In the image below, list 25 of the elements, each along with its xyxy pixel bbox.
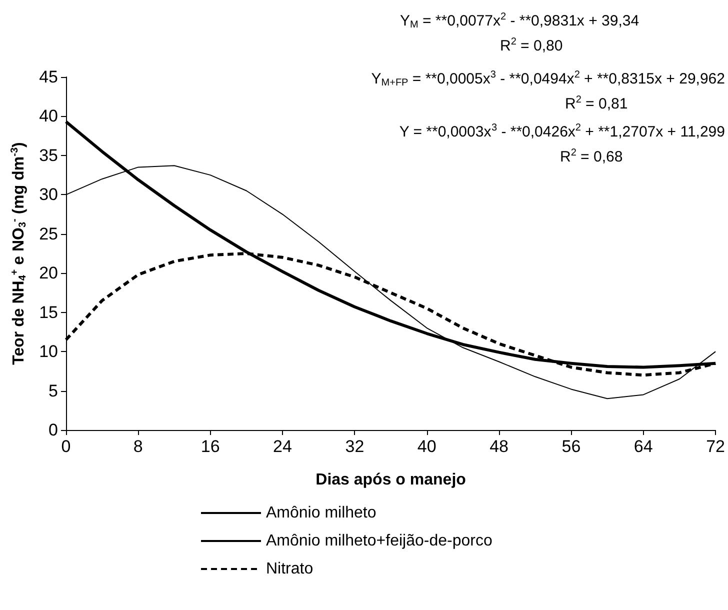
legend-label: Amônio milheto [266, 504, 376, 522]
y-tick-label: 40 [39, 106, 58, 126]
x-tick-label: 0 [61, 437, 71, 456]
text: Teor de NH4+ e NO3- (mg dm-3) [10, 142, 28, 365]
x-tick-label: 72 [706, 437, 726, 456]
y-tick-label: 0 [48, 420, 58, 440]
y-tick-label: 10 [39, 342, 58, 362]
x-tick-label: 24 [273, 437, 292, 456]
x-axis-title: Dias após o manejo [316, 472, 466, 488]
y-tick-label: 30 [39, 185, 58, 204]
y-tick-label: 25 [39, 224, 58, 244]
x-tick-label: 8 [133, 437, 143, 456]
y-tick-label: 35 [39, 146, 58, 165]
x-tick-label: 48 [490, 437, 508, 456]
x-tick-label: 40 [417, 437, 436, 456]
x-tick-label: 64 [634, 437, 653, 456]
legend-label: Nitrato [266, 560, 314, 578]
x-tick-label: 56 [562, 437, 581, 456]
x-tick-label: 16 [200, 437, 220, 456]
legend-label: Amônio milheto+feijão-de-porco [266, 532, 492, 550]
y-tick-label: 20 [39, 264, 58, 283]
y-tick-label: 45 [39, 68, 58, 86]
x-tick-label: 32 [345, 437, 364, 456]
y-tick-label: 15 [39, 302, 58, 322]
y-tick-label: 5 [48, 381, 58, 400]
